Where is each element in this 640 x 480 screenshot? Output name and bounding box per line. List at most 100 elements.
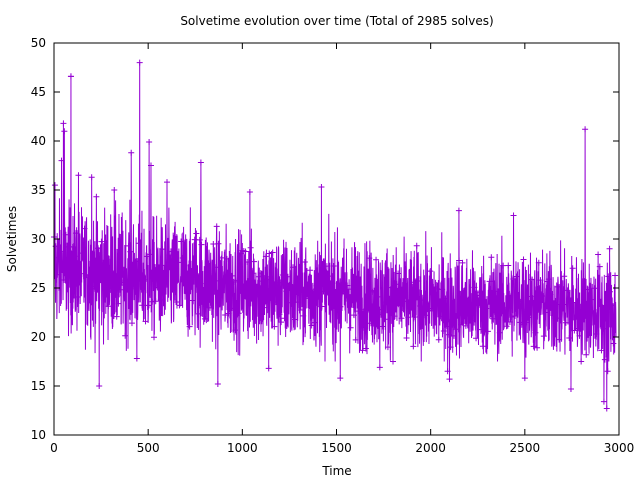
data-point: [257, 270, 264, 277]
data-point-spike: [146, 138, 153, 145]
data-point: [247, 244, 254, 251]
data-point: [178, 238, 185, 245]
x-tick-label: 1000: [227, 441, 258, 455]
data-point: [113, 313, 120, 320]
data-point: [352, 336, 359, 343]
data-point: [115, 300, 122, 307]
data-point-spike: [265, 365, 272, 372]
data-point: [174, 259, 181, 266]
data-point: [390, 358, 396, 365]
data-point: [261, 304, 268, 311]
data-point: [427, 268, 434, 275]
data-point: [195, 310, 202, 317]
data-point-spike: [197, 159, 204, 166]
data-point: [134, 258, 141, 265]
data-point-spike: [318, 184, 325, 191]
data-point: [403, 334, 410, 341]
data-point: [98, 238, 105, 245]
data-point: [456, 257, 463, 264]
data-point: [596, 263, 603, 270]
data-point-spike: [604, 368, 611, 375]
data-point: [184, 289, 191, 296]
data-point: [505, 262, 512, 269]
data-point: [503, 323, 510, 330]
data-point: [384, 344, 391, 351]
data-point: [156, 276, 163, 283]
data-point: [123, 283, 130, 290]
data-point: [584, 286, 591, 293]
data-point: [391, 313, 398, 320]
data-point-spike: [582, 126, 589, 133]
data-point: [112, 291, 119, 298]
data-point-spike: [444, 368, 451, 375]
data-point: [412, 314, 419, 321]
data-point: [423, 302, 430, 309]
data-point: [530, 343, 537, 350]
data-point: [323, 263, 330, 270]
data-point: [501, 306, 508, 313]
data-point: [378, 311, 385, 318]
data-point: [347, 324, 354, 331]
data-point: [457, 321, 464, 328]
data-point: [167, 248, 174, 255]
data-point: [401, 285, 408, 292]
data-point: [408, 279, 415, 286]
data-point: [159, 246, 166, 253]
data-point: [122, 332, 129, 339]
data-point: [495, 288, 502, 295]
data-point: [286, 284, 293, 291]
data-point: [245, 294, 252, 301]
data-point: [86, 286, 93, 293]
data-point: [537, 277, 544, 284]
data-point: [200, 299, 207, 306]
data-point: [198, 241, 205, 248]
data-point: [128, 320, 135, 327]
data-point: [473, 335, 480, 342]
data-point: [56, 254, 63, 261]
data-point: [222, 312, 229, 319]
data-point: [540, 333, 547, 340]
data-point: [467, 317, 474, 324]
data-point: [393, 281, 400, 288]
data-point: [493, 301, 500, 308]
data-point: [152, 298, 159, 305]
data-point: [339, 290, 346, 297]
data-point: [164, 265, 171, 272]
data-point: [459, 259, 466, 266]
y-tick-label: 30: [31, 232, 46, 246]
data-point: [420, 297, 427, 304]
data-point: [71, 253, 78, 260]
data-point: [549, 300, 556, 307]
data-point: [189, 297, 196, 304]
data-point: [59, 260, 66, 267]
data-point: [374, 293, 381, 300]
data-point: [608, 302, 615, 309]
data-point: [415, 278, 422, 285]
data-point: [105, 303, 112, 310]
data-point: [479, 343, 486, 350]
data-point: [186, 323, 193, 330]
x-tick-label: 0: [50, 441, 58, 455]
data-point: [117, 286, 124, 293]
plot-frame: [53, 42, 620, 436]
y-tick-label: 35: [31, 183, 46, 197]
data-point-spike: [376, 364, 383, 371]
data-point: [588, 296, 595, 303]
data-point-spike: [600, 398, 607, 405]
data-point: [386, 295, 393, 302]
data-point: [410, 343, 417, 350]
data-point: [91, 285, 98, 292]
data-point: [212, 264, 219, 271]
x-tick-label: 2500: [510, 441, 541, 455]
x-tick-label: 3000: [604, 441, 635, 455]
data-point: [469, 307, 476, 314]
data-point: [191, 236, 198, 243]
data-point: [276, 311, 283, 318]
data-point: [228, 272, 235, 279]
data-point: [215, 240, 222, 247]
data-point: [578, 358, 585, 365]
data-point: [522, 308, 529, 315]
data-point: [525, 314, 532, 321]
data-point: [220, 275, 227, 282]
data-point: [362, 345, 369, 352]
